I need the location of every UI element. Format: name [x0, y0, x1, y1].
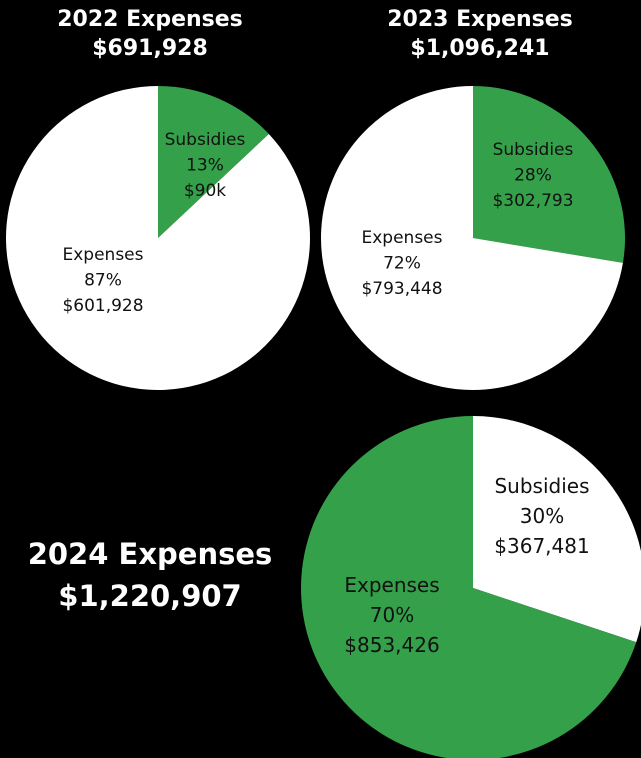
slice-label-subsidies: Subsidies — [493, 140, 574, 160]
slice-percent-subsidies: 28% — [514, 166, 552, 186]
chart-title-2024-label: 2024 Expenses — [27, 537, 273, 571]
slice-percent-expenses: 72% — [383, 254, 421, 274]
slice-amount-subsidies: $90k — [184, 181, 226, 201]
chart-title-2023-label: 2023 Expenses — [387, 7, 573, 32]
slice-label-expenses: Expenses — [63, 245, 144, 265]
slice-label-subsidies: Subsidies — [494, 474, 589, 498]
slice-label-expenses: Expenses — [362, 228, 443, 248]
chart-title-2022-label: 2022 Expenses — [57, 7, 243, 32]
slice-amount-subsidies: $367,481 — [494, 534, 589, 558]
pie-slice-expenses — [5, 86, 310, 390]
pie-slice-subsidies — [158, 86, 269, 238]
slice-label-subsidies: Subsidies — [165, 130, 246, 150]
slice-percent-subsidies: 30% — [520, 504, 564, 528]
pie-slice-subsidies — [473, 86, 625, 263]
slice-amount-expenses: $853,426 — [344, 633, 439, 657]
chart-title-2024-total: $1,220,907 — [58, 579, 242, 614]
slice-amount-expenses: $601,928 — [62, 296, 143, 316]
slice-percent-expenses: 70% — [370, 603, 414, 627]
slice-percent-subsidies: 13% — [186, 156, 224, 176]
chart-title-2023-total: $1,096,241 — [410, 35, 550, 61]
chart-title-2022-total: $691,928 — [92, 35, 208, 61]
chart-title-2023: 2023 Expenses $1,096,241 — [370, 6, 590, 63]
slice-percent-expenses: 87% — [84, 271, 122, 291]
pie-slice-subsidies — [473, 416, 641, 643]
pie-slice-expenses — [320, 86, 623, 390]
slice-amount-expenses: $793,448 — [361, 279, 442, 299]
slice-amount-subsidies: $302,793 — [492, 191, 573, 211]
chart-title-2024: 2024 Expenses $1,220,907 — [20, 533, 280, 617]
slice-label-expenses: Expenses — [344, 573, 439, 597]
pie-slice-expenses — [301, 416, 637, 758]
chart-title-2022: 2022 Expenses $691,928 — [40, 6, 260, 63]
